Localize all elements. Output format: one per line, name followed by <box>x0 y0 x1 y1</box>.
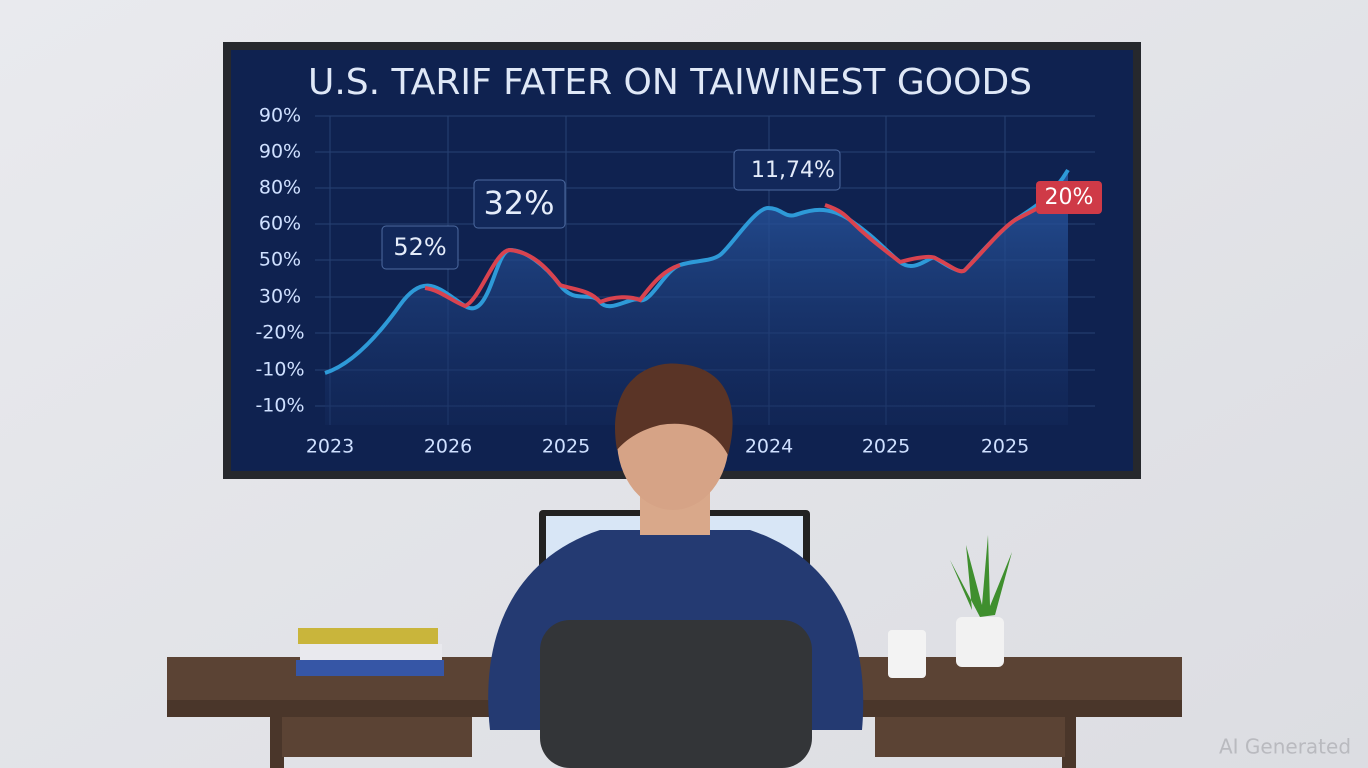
y-label: 80% <box>259 177 301 199</box>
y-label: 30% <box>259 286 301 308</box>
x-label: 2024 <box>745 436 793 458</box>
curve-red <box>424 247 681 309</box>
callout: 32% <box>483 184 554 222</box>
curve-red <box>824 198 1052 274</box>
desk-leg <box>1062 717 1076 768</box>
x-label: 2026 <box>424 436 472 458</box>
y-label: -10% <box>255 395 304 417</box>
book <box>296 660 444 676</box>
y-label: 50% <box>259 249 301 271</box>
callout-box <box>733 149 841 191</box>
x-label: 2025 <box>862 436 910 458</box>
mug <box>888 630 926 678</box>
x-label: 2025 <box>981 436 1029 458</box>
drawer <box>282 717 472 757</box>
callouts: 52% 32% 11,74% 20% <box>381 149 1102 270</box>
callout: 20% <box>1045 185 1094 210</box>
y-label: -10% <box>255 359 304 381</box>
chair <box>540 620 812 768</box>
y-label: -20% <box>255 322 304 344</box>
chart-title: U.S. TARIF FATER ON TAIWINEST GOODS <box>308 62 1032 103</box>
plant-pot <box>956 617 1004 667</box>
callout: 52% <box>393 233 446 261</box>
callout-box <box>1036 181 1102 214</box>
y-label: 60% <box>259 213 301 235</box>
callout: 11,74% <box>751 158 835 183</box>
y-label: 90% <box>259 141 301 163</box>
area <box>325 170 1068 425</box>
y-axis: 90% 90% 80% 60% 50% 30% -20% -10% -10% <box>255 105 304 417</box>
y-label: 90% <box>259 105 301 127</box>
callout-box <box>473 179 566 229</box>
drawer <box>875 717 1065 757</box>
book <box>300 644 442 660</box>
x-label: 2023 <box>306 436 354 458</box>
callout-box <box>381 225 459 270</box>
x-label: 2025 <box>542 436 590 458</box>
desk-leg <box>270 717 284 768</box>
plant <box>950 535 1012 617</box>
watermark: AI Generated <box>1219 735 1351 759</box>
hair <box>615 363 733 455</box>
x-axis: 2023 2026 2025 2024 2025 2025 <box>306 436 1029 458</box>
book <box>298 628 438 644</box>
